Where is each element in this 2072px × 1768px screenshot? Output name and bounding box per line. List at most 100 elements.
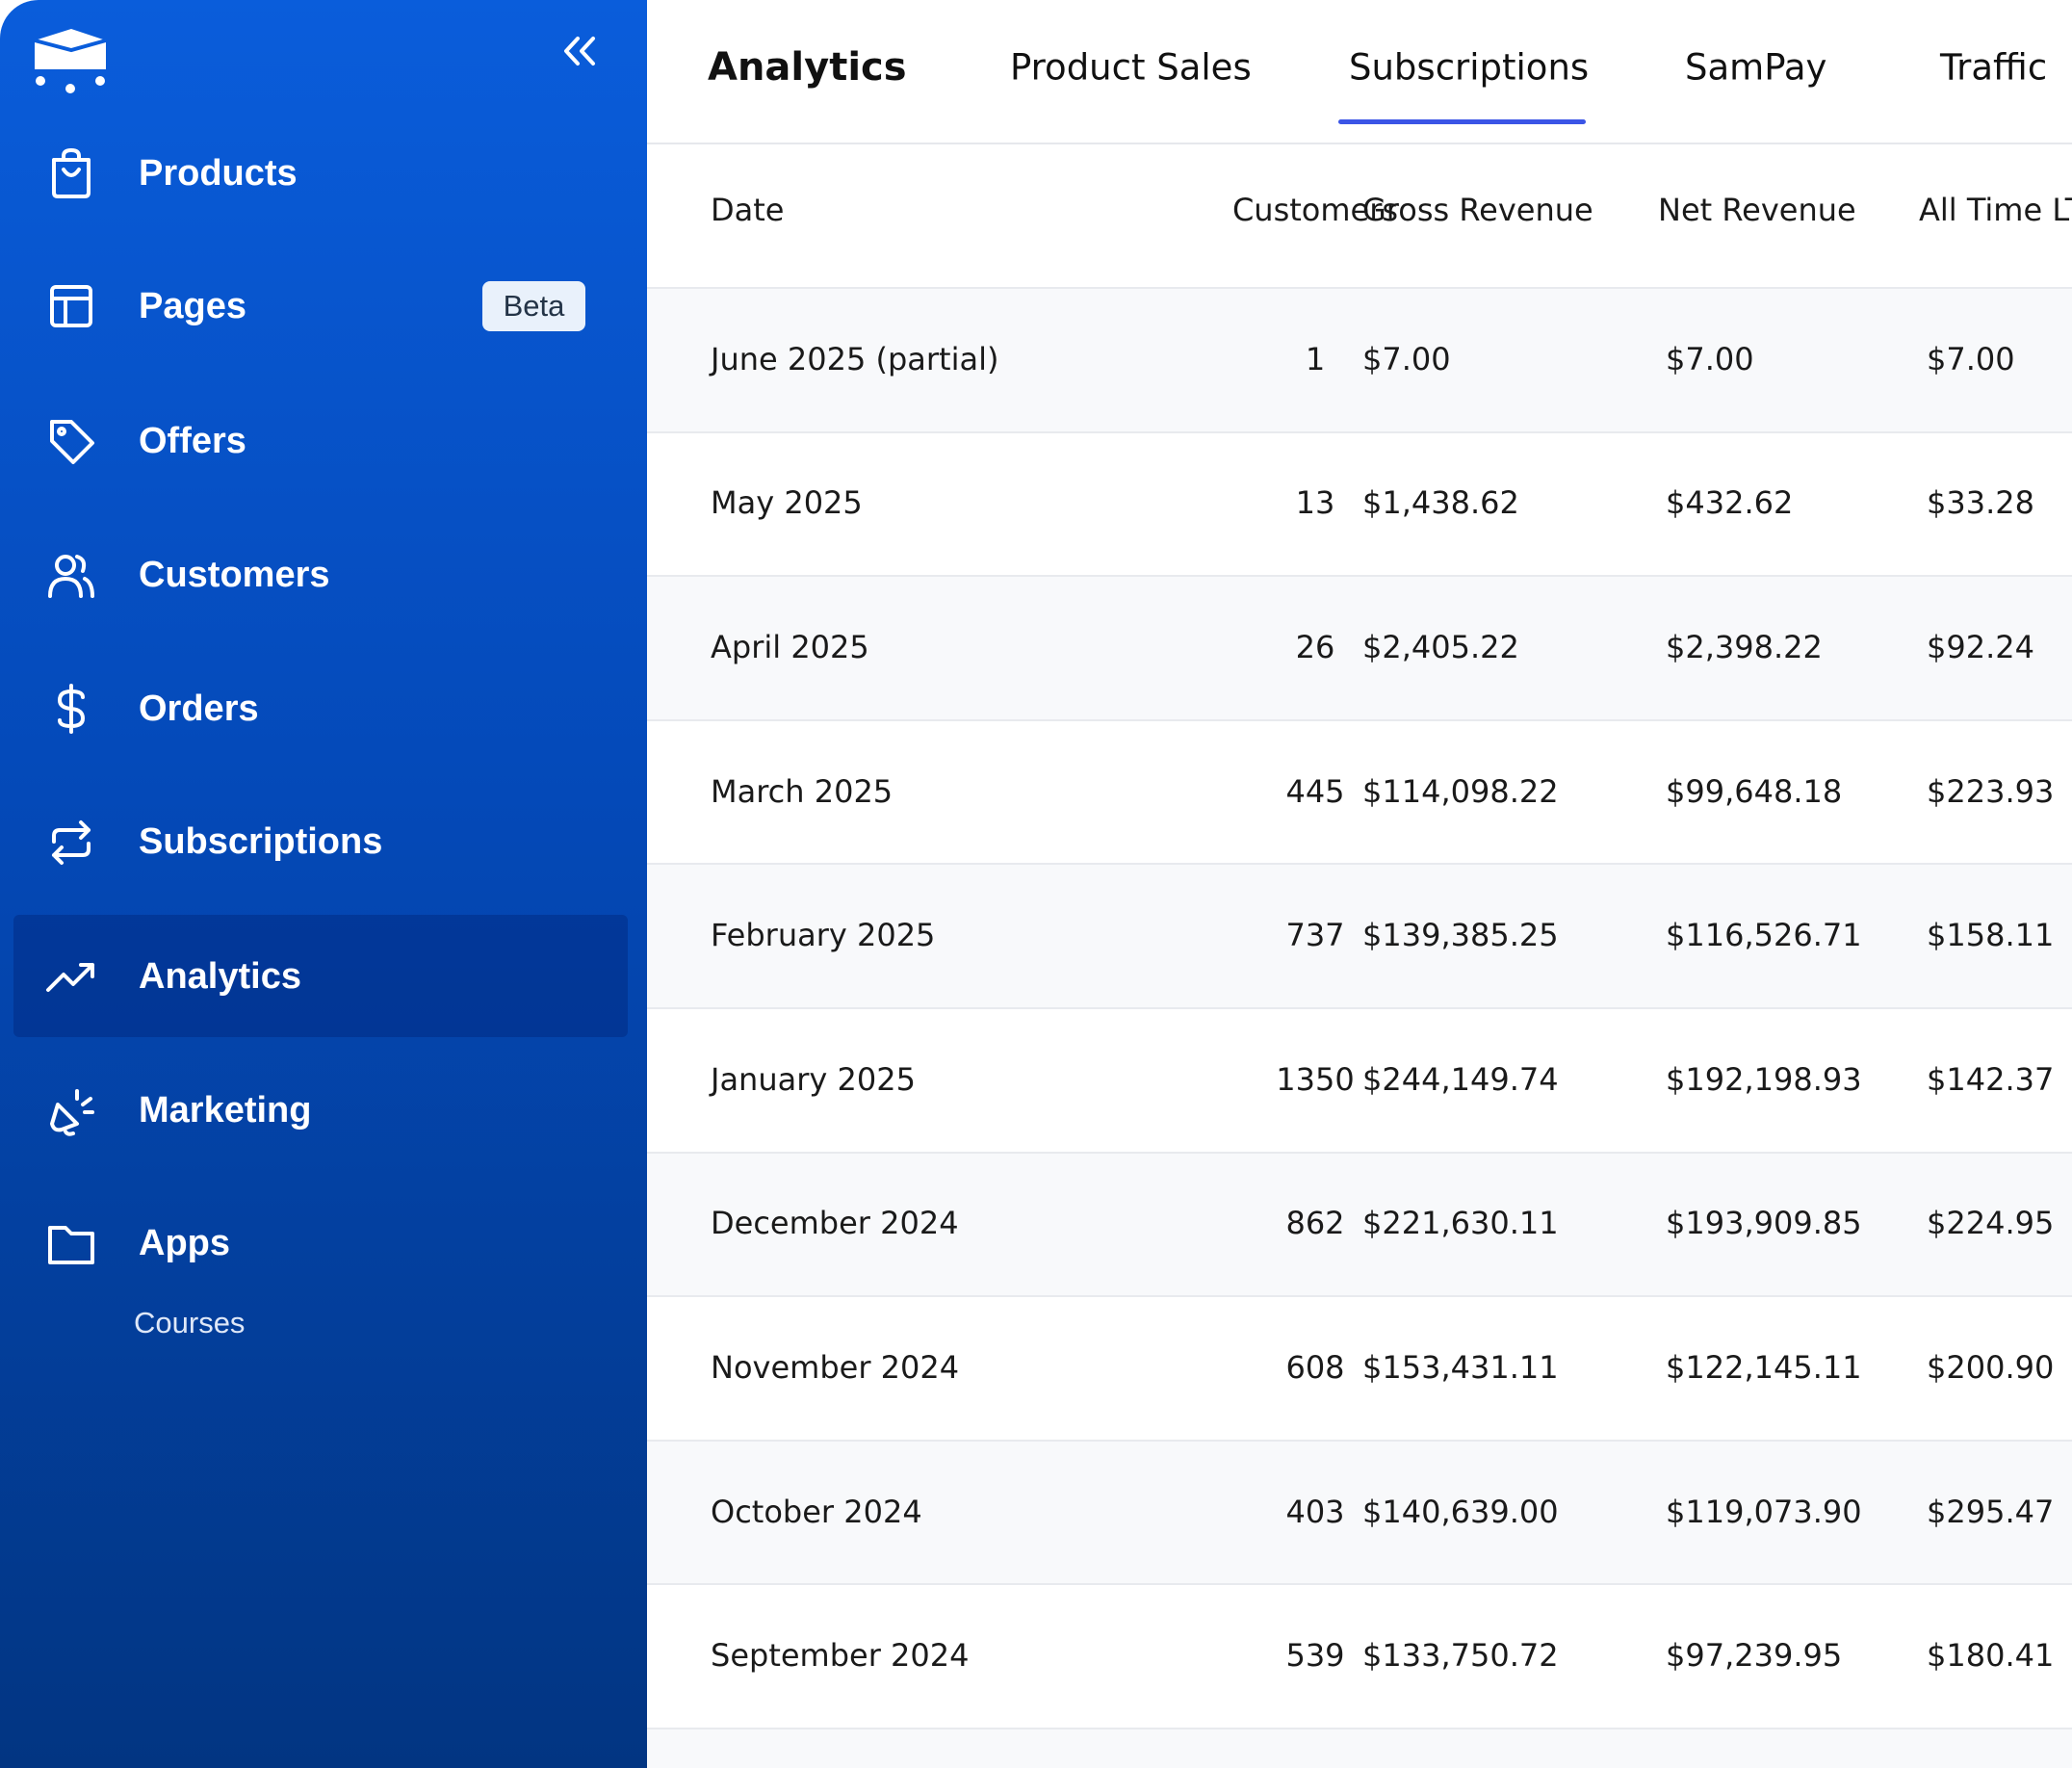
table-cell: $432.62 — [1666, 484, 1794, 522]
table-cell: January 2025 — [711, 1060, 916, 1098]
table-cell: 403 — [1285, 1493, 1345, 1530]
collapse-button[interactable] — [562, 35, 597, 67]
table-cell: $223.93 — [1927, 772, 2055, 810]
table-cell: $200.90 — [1927, 1349, 2055, 1386]
nav-label: Marketing — [139, 1089, 312, 1131]
table-cell: $224.95 — [1927, 1205, 2055, 1242]
table-row — [647, 430, 2072, 578]
table-cell: $122,145.11 — [1666, 1349, 1862, 1386]
table-cell: December 2024 — [711, 1205, 959, 1242]
table-row — [647, 718, 2072, 866]
table-cell: 1 — [1305, 340, 1326, 377]
tab-bar — [647, 0, 2072, 144]
table-cell: $97,239.95 — [1666, 1637, 1843, 1675]
table-cell: $221,630.11 — [1362, 1205, 1559, 1242]
table-cell: $180.41 — [1927, 1637, 2055, 1675]
table-cell: $1,438.62 — [1362, 484, 1519, 522]
table-cell: 737 — [1285, 917, 1345, 954]
table-cell: $139,385.25 — [1362, 917, 1559, 954]
table-cell: $158.11 — [1927, 917, 2055, 954]
nav-item[interactable]: Apps — [0, 1195, 647, 1291]
nav-item[interactable]: Products — [0, 125, 647, 221]
tab[interactable]: Traffic — [1940, 46, 2048, 89]
table-cell: $7.00 — [1927, 340, 2015, 377]
nav-icon — [48, 1226, 94, 1264]
table-cell: $153,431.11 — [1362, 1349, 1559, 1386]
table-cell: $142.37 — [1927, 1060, 2055, 1098]
table-cell: 539 — [1285, 1637, 1345, 1675]
nav-item[interactable]: Analytics — [0, 928, 647, 1025]
nav-label: Orders — [139, 688, 259, 729]
nav-icon — [50, 420, 94, 464]
nav-icon — [52, 820, 91, 865]
sidebar: Products Pages Beta Offers Customers Orders Su… — [0, 0, 647, 1768]
nav-item[interactable]: Offers — [0, 393, 647, 489]
table-cell: $295.47 — [1927, 1493, 2055, 1530]
table-cell: November 2024 — [711, 1349, 960, 1386]
column-header: Customers — [1231, 192, 1399, 228]
table-cell: 862 — [1285, 1205, 1345, 1242]
nav-label: Apps — [139, 1222, 230, 1263]
table-row — [647, 1151, 2072, 1298]
table-cell: May 2025 — [711, 484, 863, 522]
nav-label: Customers — [139, 554, 330, 595]
nav-item[interactable]: Orders — [0, 661, 647, 757]
table-row — [647, 287, 2072, 433]
table-cell: $119,073.90 — [1666, 1493, 1862, 1530]
nav-icon — [50, 1089, 94, 1136]
tab[interactable]: SamPay — [1685, 46, 1827, 89]
nav-label: Subscriptions — [139, 820, 383, 862]
table-cell: June 2025 (partial) — [711, 340, 999, 377]
table-cell: $244,149.74 — [1362, 1060, 1559, 1098]
table-row — [647, 863, 2072, 1009]
nav-label: Offers — [139, 420, 246, 461]
badge: Beta — [482, 281, 585, 331]
table-cell: 445 — [1285, 772, 1345, 810]
column-header: Net Revenue — [1658, 192, 1856, 228]
nav-item[interactable]: Customers — [0, 527, 647, 623]
nav-icon — [48, 555, 94, 598]
nav-icon — [50, 285, 92, 327]
column-header: All Time LT — [1919, 192, 2072, 228]
column-header: Date — [711, 192, 785, 228]
sub-nav-item[interactable]: Courses — [134, 1306, 246, 1339]
nav-icon — [46, 963, 94, 992]
table-cell: $114,098.22 — [1362, 772, 1559, 810]
table-cell: $133,750.72 — [1362, 1637, 1559, 1675]
nav-item[interactable]: Pages Beta — [0, 258, 647, 354]
table-cell: $192,198.93 — [1666, 1060, 1862, 1098]
nav-item[interactable]: Subscriptions — [0, 793, 647, 890]
column-header: Gross Revenue — [1362, 192, 1593, 228]
table-row — [647, 1295, 2072, 1442]
main-panel: Analytics Product Sales Subscriptions SamPa… — [647, 0, 2072, 1768]
tab[interactable]: Analytics — [708, 45, 907, 90]
table-cell: 26 — [1295, 629, 1335, 665]
table-cell: 608 — [1285, 1349, 1345, 1386]
table-cell: April 2025 — [711, 629, 869, 665]
table-cell: 1350 — [1276, 1060, 1355, 1098]
table-cell: March 2025 — [711, 772, 894, 810]
nav-icon — [58, 684, 85, 734]
nav-label: Products — [139, 152, 298, 194]
active-highlight — [13, 915, 628, 1037]
table-cell: 13 — [1295, 484, 1335, 522]
table-cell: $7.00 — [1666, 340, 1754, 377]
tab[interactable]: Subscriptions — [1349, 46, 1590, 89]
tab[interactable]: Product Sales — [1010, 46, 1252, 89]
table-cell: October 2024 — [711, 1493, 922, 1530]
nav-label: Pages — [139, 285, 246, 326]
table-cell: $2,398.22 — [1666, 629, 1823, 665]
table-row — [647, 1583, 2072, 1729]
nav-icon — [52, 148, 91, 198]
table-row — [647, 1007, 2072, 1154]
active-tab-indicator — [1338, 119, 1586, 124]
table-row — [647, 575, 2072, 721]
table-cell: $116,526.71 — [1666, 917, 1862, 954]
nav-item[interactable]: Marketing — [0, 1062, 647, 1158]
table-cell: February 2025 — [711, 917, 936, 954]
table-cell: $99,648.18 — [1666, 772, 1843, 810]
table-cell: $2,405.22 — [1362, 629, 1519, 665]
table-cell: $33.28 — [1927, 484, 2034, 522]
table-row — [647, 1728, 2072, 1768]
